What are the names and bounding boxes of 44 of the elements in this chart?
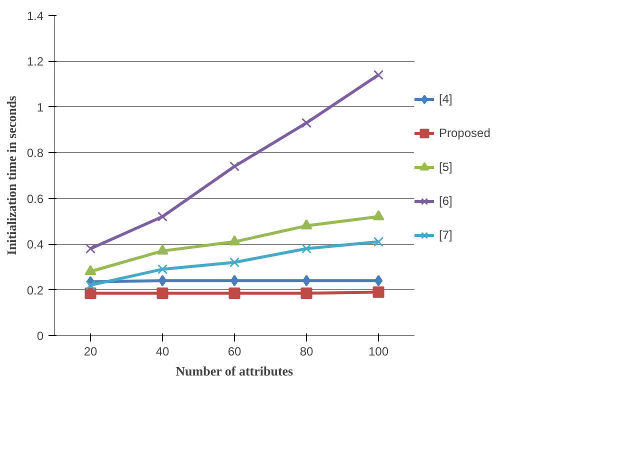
y-tick-label: 1.2	[26, 54, 44, 69]
point	[156, 287, 168, 299]
x-tick-label: 100	[368, 344, 389, 358]
x-tick-label: 40	[156, 344, 170, 358]
y-tick-label: 0.4	[26, 238, 44, 252]
point	[372, 210, 384, 220]
point	[228, 235, 240, 246]
point	[374, 274, 383, 286]
legend-label: [5]	[439, 160, 454, 174]
x-tick-label: 20	[84, 344, 98, 358]
point	[230, 257, 240, 268]
y-tick-label: 1	[36, 100, 44, 114]
x-axis-title: Number of attributes	[176, 364, 294, 378]
legend-label: [4]	[439, 92, 454, 106]
y-tick-label: 0	[36, 329, 44, 343]
point	[84, 287, 96, 299]
y-tick-label: 1.4	[26, 9, 44, 23]
point	[158, 212, 168, 222]
point	[374, 236, 384, 247]
point	[158, 264, 168, 274]
legend-label: Proposed	[439, 126, 490, 140]
point	[228, 287, 240, 299]
x-tick-label: 80	[300, 344, 314, 358]
point	[86, 244, 96, 254]
y-axis-title: Initialization time in seconds	[4, 96, 19, 256]
point	[302, 244, 312, 254]
point	[230, 274, 239, 286]
point	[158, 274, 167, 286]
point	[302, 118, 312, 128]
point	[302, 274, 311, 286]
y-tick-label: 0.6	[26, 192, 44, 206]
point	[156, 244, 168, 255]
point	[86, 280, 96, 290]
point	[372, 286, 384, 298]
point	[374, 70, 384, 80]
point	[300, 219, 312, 230]
point	[230, 161, 240, 172]
y-tick-label: 0.8	[26, 146, 44, 160]
y-tick-label: 0.2	[26, 283, 44, 298]
x-tick-label: 60	[228, 344, 242, 358]
point	[84, 264, 96, 276]
legend-label: [6]	[439, 194, 454, 208]
legend-label: [7]	[439, 228, 454, 242]
point	[300, 287, 312, 299]
